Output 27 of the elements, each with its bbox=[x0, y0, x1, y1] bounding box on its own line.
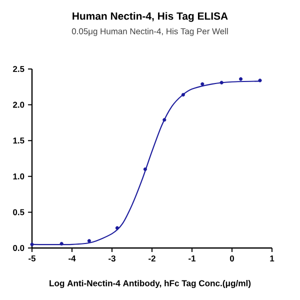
y-tick-label: 0.0 bbox=[13, 245, 24, 251]
x-tick-label: -4 bbox=[68, 256, 76, 262]
point bbox=[220, 80, 224, 84]
x-tick-label: 0 bbox=[230, 256, 234, 262]
x-tick-label: -5 bbox=[28, 256, 36, 262]
y-tick-label: 1.0 bbox=[13, 173, 24, 180]
point bbox=[239, 77, 243, 81]
point bbox=[60, 242, 64, 246]
point bbox=[87, 239, 91, 243]
y-tick-label: 0.5 bbox=[13, 209, 24, 216]
point bbox=[258, 78, 262, 82]
point bbox=[181, 92, 185, 97]
chart-title: Human Nectin-4, His Tag ELISA bbox=[72, 12, 228, 22]
chart-subtitle: 0.05μg Human Nectin-4, His Tag Per Well bbox=[72, 28, 228, 36]
x-axis-title: Log Anti-Nectin-4 Antibody, hFc Tag Conc.(μg/ml) bbox=[50, 280, 251, 288]
point bbox=[200, 82, 204, 86]
point bbox=[143, 167, 147, 172]
point bbox=[162, 118, 166, 122]
x-tick-label: -1 bbox=[188, 256, 196, 262]
x-tick-label: -3 bbox=[108, 256, 116, 262]
x-tick-label: 1 bbox=[270, 256, 274, 262]
y-tick-label: 2.5 bbox=[13, 66, 24, 72]
point bbox=[115, 226, 119, 230]
x-tick-label: -2 bbox=[148, 256, 156, 262]
y-tick-label: 1.5 bbox=[13, 138, 24, 144]
y-tick-label: 2.0 bbox=[13, 102, 24, 108]
point bbox=[30, 242, 34, 246]
